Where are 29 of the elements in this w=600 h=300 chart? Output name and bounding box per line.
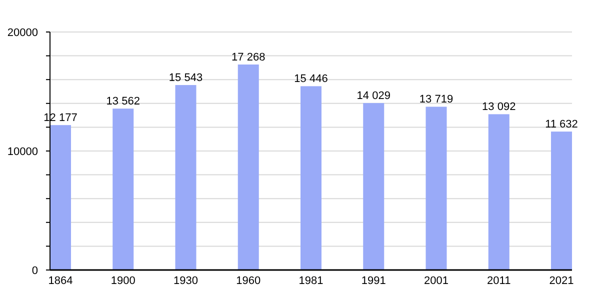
data-label: 15 446	[294, 73, 328, 86]
x-tick-label: 1960	[236, 275, 261, 287]
data-label: 13 092	[482, 101, 516, 114]
data-label: 11 632	[545, 118, 578, 131]
x-tick-label: 2021	[549, 275, 574, 287]
y-tick-label: 10000	[7, 146, 38, 158]
x-tick-label: 1930	[174, 275, 198, 287]
data-label: 15 543	[168, 72, 203, 84]
data-label: 13 719	[419, 94, 454, 106]
y-tick-label: 20000	[7, 26, 38, 39]
y-tick-label: 0	[32, 264, 38, 277]
data-label: 14 029	[356, 90, 390, 102]
bar	[551, 132, 572, 270]
x-tick-label: 2001	[424, 275, 448, 287]
data-label: 17 268	[232, 52, 266, 64]
bar	[50, 125, 71, 270]
bar	[363, 103, 384, 270]
x-tick-label: 1864	[48, 275, 73, 287]
bar	[426, 106, 447, 270]
bar	[488, 114, 510, 270]
x-tick-label: 1900	[110, 275, 136, 287]
bar	[238, 64, 259, 270]
x-tick-label: 1981	[298, 275, 324, 287]
data-label: 13 562	[106, 96, 140, 108]
bar	[300, 86, 322, 270]
x-tick-label: 1991	[361, 275, 386, 287]
bar	[175, 85, 196, 270]
x-tick-label: 2011	[487, 275, 511, 287]
bar	[112, 108, 134, 270]
